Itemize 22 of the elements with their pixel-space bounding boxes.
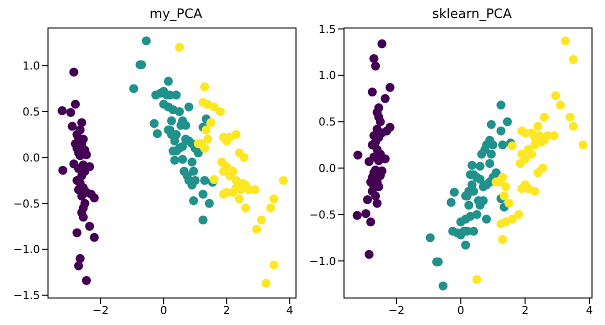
y-tick-label: −1.0 (309, 254, 336, 268)
x-tick-label: 0 (457, 304, 464, 317)
x-tick-label: 2 (522, 304, 529, 317)
x-tick-label: 0 (160, 304, 168, 317)
chart-title: my_PCA (150, 7, 202, 22)
y-tick-label: −0.5 (309, 208, 336, 222)
y-tick-label: 1.0 (22, 60, 40, 73)
chart-title: sklearn_PCA (432, 7, 512, 22)
y-tick-label: 0.5 (318, 116, 336, 129)
y-tick-label: −1.5 (13, 289, 40, 302)
y-tick-label: −1.0 (13, 243, 40, 256)
y-tick-label: 0.0 (22, 151, 40, 164)
y-tick-label: 1.5 (318, 22, 336, 36)
y-tick-label: 1.0 (318, 69, 336, 82)
x-tick-label: 4 (586, 304, 593, 317)
y-tick-label: 0.0 (318, 162, 336, 176)
x-tick-label: 4 (286, 304, 294, 317)
x-tick-label: −2 (388, 304, 405, 317)
y-tick-label: −0.5 (13, 197, 40, 210)
y-tick-label: 0.5 (22, 105, 40, 118)
x-tick-label: −2 (92, 304, 109, 317)
x-tick-label: 2 (223, 304, 230, 317)
